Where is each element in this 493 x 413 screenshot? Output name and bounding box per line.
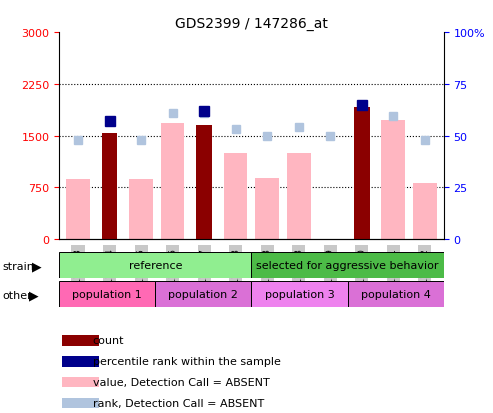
Text: selected for aggressive behavior: selected for aggressive behavior [256, 260, 439, 271]
Text: reference: reference [129, 260, 182, 271]
Text: population 3: population 3 [265, 289, 334, 299]
Bar [59, 252, 251, 279]
Bar [224, 154, 247, 240]
Bar [287, 154, 311, 240]
Text: ▶: ▶ [32, 260, 42, 273]
Bar [251, 252, 444, 279]
Text: population 4: population 4 [361, 289, 430, 299]
Bar [196, 125, 212, 240]
Bar [62, 398, 99, 408]
Text: ▶: ▶ [29, 289, 38, 302]
Bar [251, 281, 348, 308]
Bar [348, 281, 444, 308]
Bar [129, 180, 153, 240]
Title: GDS2399 / 147286_at: GDS2399 / 147286_at [175, 17, 328, 31]
Text: strain: strain [2, 261, 35, 271]
Bar [255, 179, 279, 240]
Bar [161, 124, 184, 240]
Text: count: count [93, 335, 124, 345]
Bar [354, 107, 370, 240]
Bar [59, 281, 155, 308]
Text: population 2: population 2 [169, 289, 238, 299]
Text: other: other [2, 290, 32, 300]
Bar [62, 377, 99, 387]
Text: population 1: population 1 [72, 289, 142, 299]
Text: value, Detection Call = ABSENT: value, Detection Call = ABSENT [93, 377, 270, 387]
Text: rank, Detection Call = ABSENT: rank, Detection Call = ABSENT [93, 398, 264, 408]
Bar [413, 183, 437, 240]
Bar [102, 133, 117, 240]
Bar [66, 180, 90, 240]
Bar [62, 335, 99, 346]
Bar [62, 356, 99, 367]
Bar [155, 281, 251, 308]
Text: percentile rank within the sample: percentile rank within the sample [93, 356, 281, 366]
Bar [382, 121, 405, 240]
